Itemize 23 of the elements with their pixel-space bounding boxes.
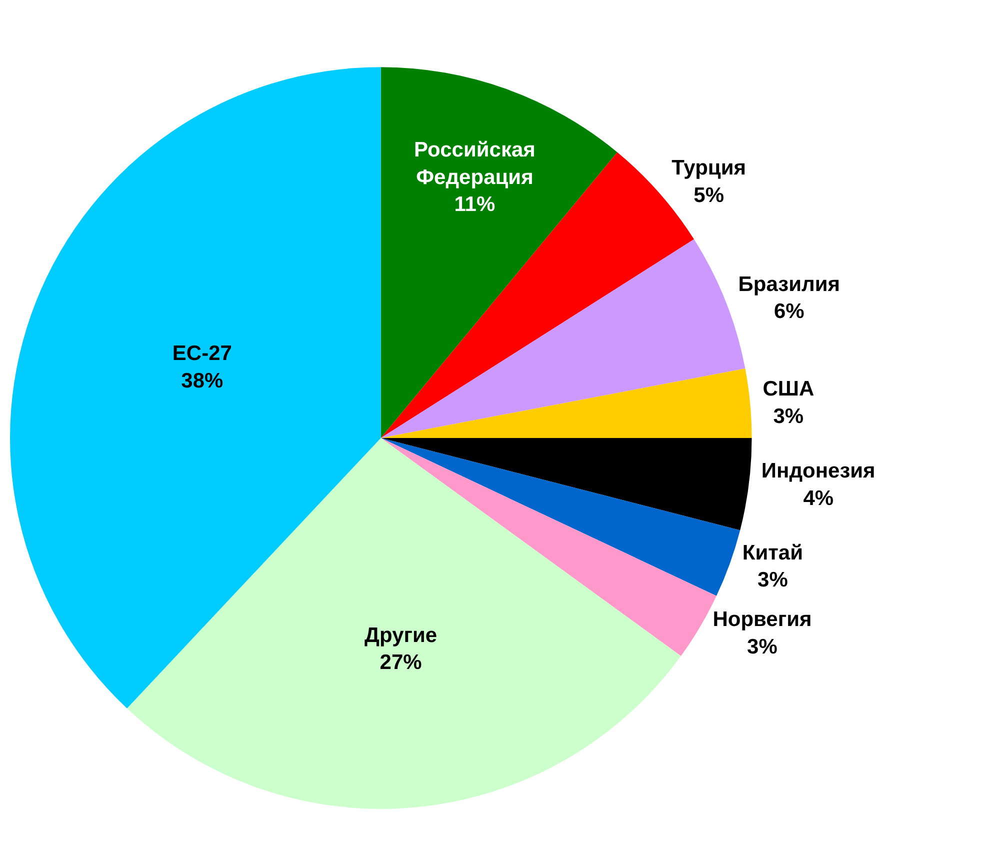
slice-label: США <box>762 378 814 401</box>
slice-label: Бразилия <box>738 272 840 296</box>
slice-label: Другие <box>364 624 438 647</box>
pie-slice <box>380 67 618 438</box>
pie-slice <box>126 438 681 809</box>
data-label: 27% <box>380 651 422 674</box>
slice-label: Китай <box>742 541 804 564</box>
data-label: 3% <box>773 405 804 428</box>
slice-label: Норвегия <box>712 608 812 632</box>
slice-label: Турция <box>672 156 746 180</box>
pie-slice <box>380 438 752 530</box>
data-label: 3% <box>758 568 788 592</box>
data-label: 5% <box>694 184 724 207</box>
data-label: 38% <box>181 369 224 392</box>
pie-slice <box>380 368 752 438</box>
data-label: 3% <box>747 635 778 658</box>
data-label: 6% <box>774 300 805 324</box>
pie-slice <box>380 438 740 596</box>
data-label: 11% <box>454 193 496 216</box>
slice-label: Индонезия <box>761 460 876 483</box>
data-label: 4% <box>803 487 834 510</box>
slice-label: ЕС-27 <box>172 342 232 366</box>
slice-label: Российская Федерация <box>414 138 536 189</box>
